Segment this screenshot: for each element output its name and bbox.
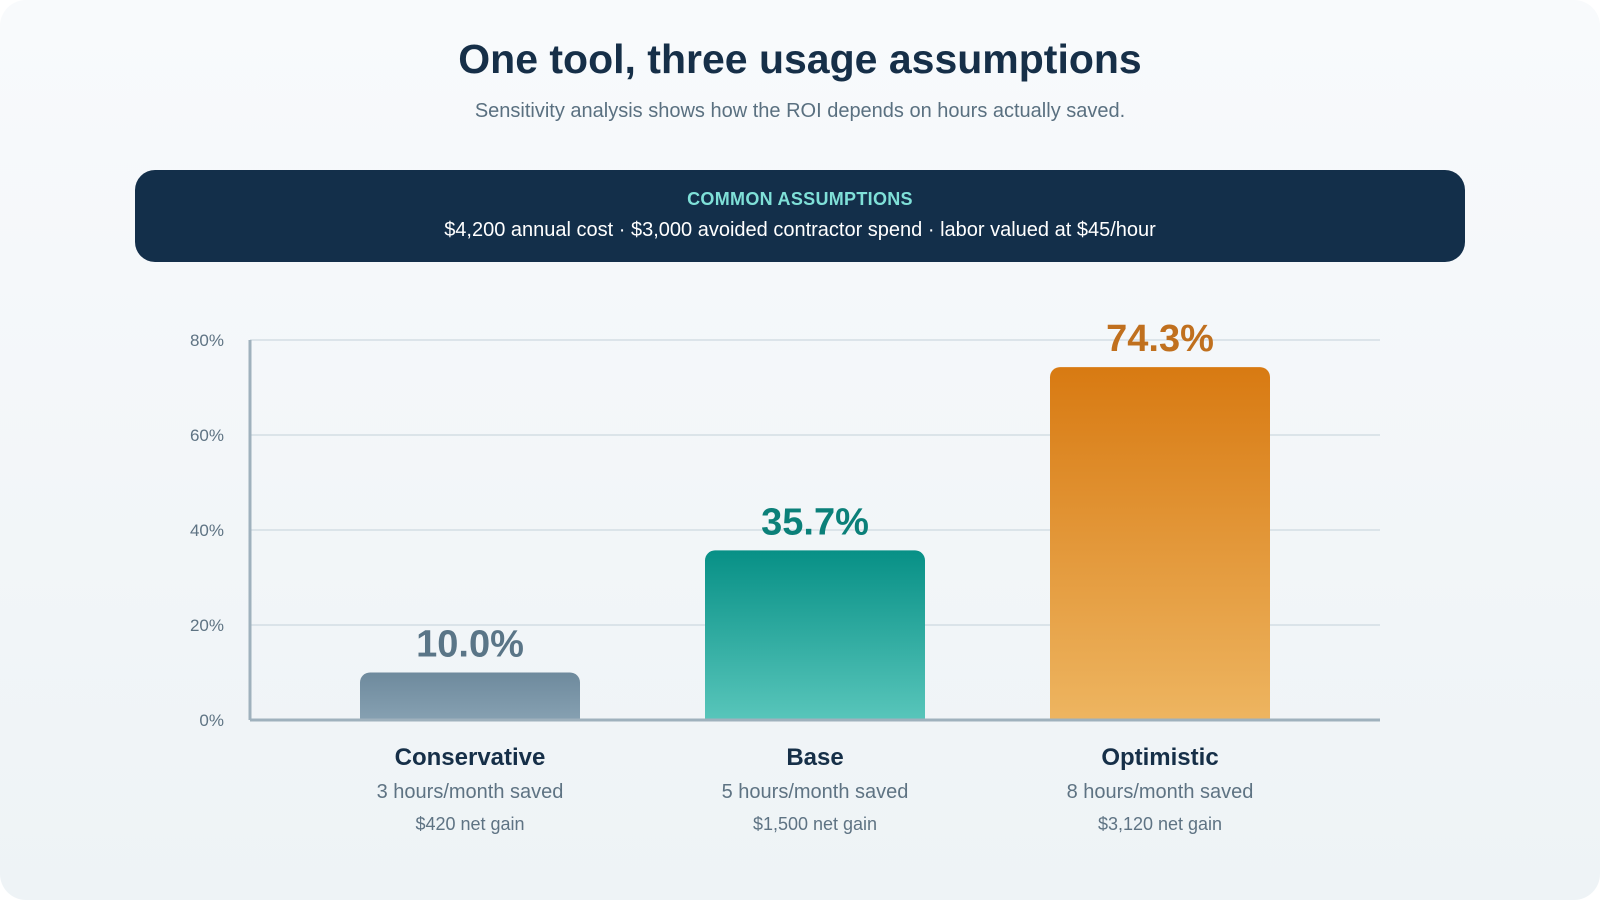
y-tick-label: 40% [190,521,224,540]
axes [248,340,1380,722]
y-axis-ticks: 0% 20% 40% 60% 80% [190,331,224,730]
chart-subtitle: Sensitivity analysis shows how the ROI d… [474,100,1126,122]
y-tick-label: 20% [190,616,224,635]
y-tick-label: 60% [190,426,224,445]
bar-conservative [360,672,580,720]
assumptions-banner: COMMON ASSUMPTIONS $4,200 annual cost · … [135,170,1465,262]
category-label-base: Base [786,744,843,771]
category-note-conservative: $420 net gain [415,814,524,834]
category-detail-base: 5 hours/month saved [722,781,909,803]
category-detail-conservative: 3 hours/month saved [377,781,564,803]
y-tick-label: 0% [199,711,224,730]
chart-title: One tool, three usage assumptions [458,36,1142,82]
value-label-base: 35.7% [761,501,869,543]
roi-bar-chart: 0% 20% 40% 60% 80% 10.0% Conservative 3 hours/… [190,318,1380,834]
value-label-conservative: 10.0% [416,624,524,666]
y-tick-label: 80% [190,331,224,350]
value-label-optimistic: 74.3% [1106,318,1214,360]
assumptions-text: $4,200 annual cost · $3,000 avoided cont… [444,219,1156,241]
bar-base [705,550,925,720]
bar-labels: 10.0% Conservative 3 hours/month saved $420… [377,318,1254,834]
assumptions-heading: COMMON ASSUMPTIONS [687,189,913,209]
category-note-base: $1,500 net gain [753,814,877,834]
category-label-optimistic: Optimistic [1101,744,1218,771]
category-label-conservative: Conservative [395,744,546,771]
category-detail-optimistic: 8 hours/month saved [1067,781,1254,803]
bar-optimistic [1050,367,1270,720]
category-note-optimistic: $3,120 net gain [1098,814,1222,834]
bars [360,367,1270,720]
